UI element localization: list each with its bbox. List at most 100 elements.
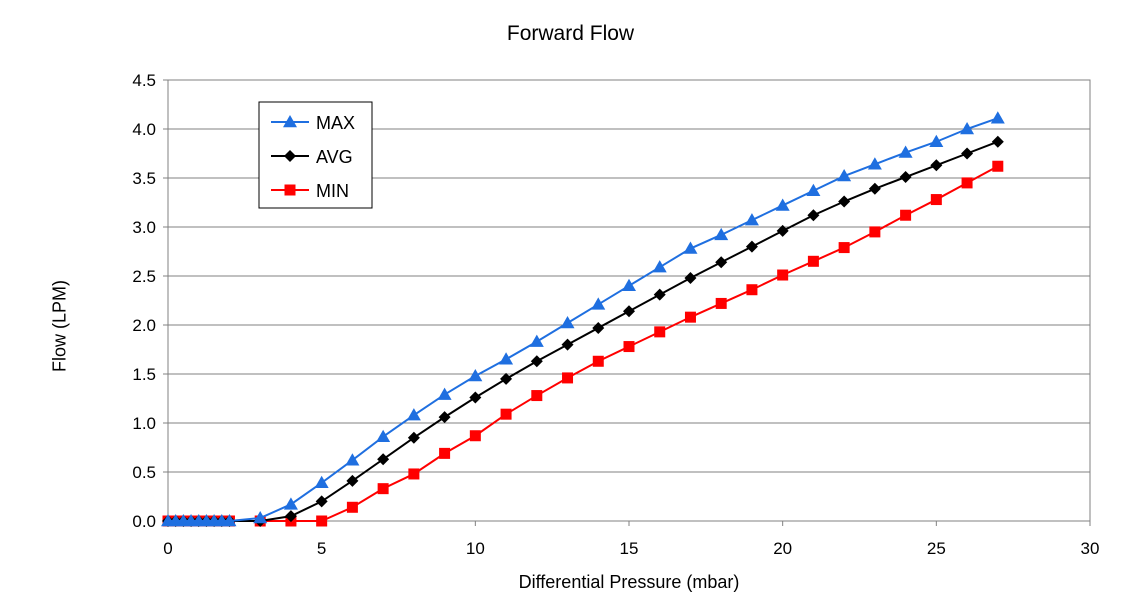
x-tick-label: 20 xyxy=(773,539,792,558)
data-point-min xyxy=(807,255,819,267)
legend-label-max: MAX xyxy=(316,113,355,133)
data-point-max xyxy=(499,352,514,365)
series-line-min xyxy=(168,165,999,522)
data-point-avg xyxy=(961,147,974,160)
data-point-max xyxy=(960,122,975,135)
data-point-max xyxy=(929,134,944,147)
data-point-min xyxy=(592,355,604,367)
data-point-avg xyxy=(592,321,605,334)
data-point-avg xyxy=(991,135,1004,148)
data-point-min xyxy=(377,483,389,495)
data-point-avg xyxy=(899,171,912,184)
data-point-avg xyxy=(623,305,635,318)
chart-title: Forward Flow xyxy=(506,22,635,45)
data-point-max xyxy=(437,387,452,400)
data-point-min xyxy=(900,209,912,221)
data-point-max xyxy=(314,475,329,489)
legend-item-avg: AVG xyxy=(271,147,353,167)
series-max xyxy=(161,111,1005,527)
data-point-avg xyxy=(930,159,943,172)
y-axis: 0.0 0.5 1.0 1.5 2.0 2.5 3.0 3.5 4.0 4.5 xyxy=(132,71,168,531)
data-point-max xyxy=(837,169,852,182)
data-point-max xyxy=(345,453,360,466)
data-point-min xyxy=(469,430,481,442)
x-tick-label: 5 xyxy=(317,539,326,558)
data-point-min xyxy=(654,326,666,338)
data-point-min xyxy=(684,311,696,323)
data-point-avg xyxy=(407,431,420,444)
data-point-avg xyxy=(838,195,851,208)
y-tick-label: 0.5 xyxy=(132,463,156,482)
legend-marker-max xyxy=(283,115,297,128)
data-point-max xyxy=(468,368,483,382)
y-tick-label: 2.0 xyxy=(132,316,156,335)
data-point-avg xyxy=(346,474,359,487)
data-point-avg xyxy=(745,240,758,253)
legend-item-min: MIN xyxy=(271,181,349,201)
data-point-min xyxy=(408,468,420,480)
data-point-min xyxy=(531,390,543,402)
y-tick-label: 1.0 xyxy=(132,414,156,433)
data-point-max xyxy=(744,213,759,226)
data-point-max xyxy=(253,511,268,524)
x-tick-label: 15 xyxy=(620,539,639,558)
data-point-min xyxy=(838,242,850,254)
data-point-avg xyxy=(438,411,451,424)
data-point-avg xyxy=(868,182,881,195)
data-point-min xyxy=(869,226,881,238)
data-point-min xyxy=(930,194,942,206)
legend-marker-min xyxy=(284,184,296,196)
legend-item-max: MAX xyxy=(271,113,355,133)
x-axis: 0 5 10 15 20 25 30 xyxy=(163,521,1099,558)
data-point-avg xyxy=(500,372,513,385)
data-point-avg xyxy=(284,510,297,523)
data-point-avg xyxy=(377,453,390,466)
data-point-max xyxy=(775,198,790,211)
data-point-max xyxy=(560,316,575,329)
y-tick-label: 4.5 xyxy=(132,71,156,90)
data-point-max xyxy=(806,183,821,196)
data-point-avg xyxy=(530,355,543,368)
y-tick-label: 3.5 xyxy=(132,169,156,188)
data-point-min xyxy=(961,177,973,189)
data-point-min xyxy=(623,341,635,353)
data-point-max xyxy=(683,241,698,254)
data-point-max xyxy=(406,408,421,421)
data-point-min xyxy=(746,284,758,296)
y-tick-label: 0.0 xyxy=(132,512,156,531)
data-point-max xyxy=(622,278,636,292)
legend-label-min: MIN xyxy=(316,181,349,201)
y-axis-label: Flow (LPM) xyxy=(49,279,70,373)
y-tick-label: 1.5 xyxy=(132,365,156,384)
legend-marker-avg xyxy=(284,150,296,162)
data-point-min xyxy=(777,269,789,281)
series-group xyxy=(161,111,1005,527)
data-point-max xyxy=(283,497,298,510)
x-tick-label: 0 xyxy=(163,539,172,558)
legend-label-avg: AVG xyxy=(316,147,353,167)
data-point-max xyxy=(867,157,882,170)
x-tick-label: 30 xyxy=(1081,539,1100,558)
data-point-avg xyxy=(315,495,328,508)
data-point-min xyxy=(346,501,358,513)
data-point-avg xyxy=(653,288,666,301)
data-point-min xyxy=(439,447,451,459)
data-point-avg xyxy=(469,391,482,404)
data-point-max xyxy=(990,111,1005,124)
x-axis-label: Differential Pressure (mbar) xyxy=(518,572,740,592)
x-tick-label: 10 xyxy=(466,539,485,558)
data-point-max xyxy=(652,260,667,273)
data-point-avg xyxy=(776,224,789,237)
data-point-max xyxy=(898,145,913,158)
data-point-avg xyxy=(561,338,574,351)
data-point-min xyxy=(715,297,727,309)
data-point-min xyxy=(562,372,574,384)
data-point-max xyxy=(529,334,544,347)
data-point-min xyxy=(500,408,512,420)
data-point-max xyxy=(591,297,606,310)
data-point-avg xyxy=(684,271,697,284)
data-point-avg xyxy=(715,256,728,269)
y-tick-label: 2.5 xyxy=(132,267,156,286)
data-point-max xyxy=(714,227,729,241)
